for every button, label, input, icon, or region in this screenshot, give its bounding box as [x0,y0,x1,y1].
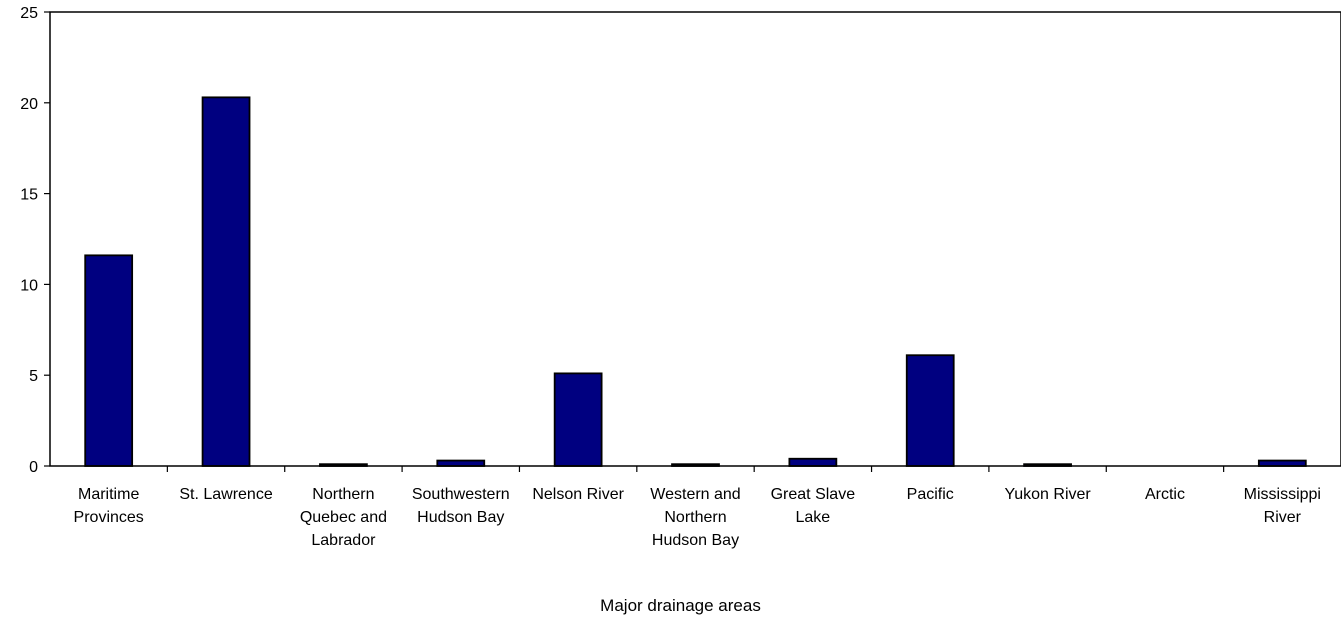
x-tick-label-line: Hudson Bay [417,509,504,526]
y-tick-label: 10 [20,277,38,294]
x-tick-label-line: Northern [664,509,726,526]
x-tick-label: Western and Northern Hudson Bay [650,486,740,549]
x-tick-label-line: Southwestern [412,486,510,503]
x-tick-label-line: St. Lawrence [179,486,272,503]
x-tick-label-line: Northern [312,486,374,503]
bar [905,354,955,467]
x-tick-label-line: Great Slave [771,486,856,503]
x-tick-label-line: Mississippi [1244,486,1321,503]
x-tick-label-line: Western and [650,486,740,503]
bar [201,96,251,467]
x-tick-label-line: Lake [796,509,831,526]
bar [84,254,134,467]
x-tick-label-line: Yukon River [1004,486,1091,503]
x-tick-label: Pacific [907,486,954,503]
x-tick-label-line: Quebec and [300,509,387,526]
x-tick-label: Southwestern Hudson Bay [412,486,510,526]
bar [1257,459,1307,467]
bars [84,96,1307,467]
x-tick-label-line: Arctic [1145,486,1185,503]
x-tick-label: Great Slave Lake [771,486,856,526]
x-tick-label-line: Nelson River [532,486,624,503]
x-tick-label-line: River [1264,509,1302,526]
y-tick-label: 0 [29,459,38,476]
y-tick-label: 15 [20,187,38,204]
x-tick-label: Maritime Provinces [74,486,144,526]
y-axis-ticks: 0 5 10 15 20 25 [20,5,50,476]
x-tick-label: Nelson River [532,486,624,503]
x-axis-tick-labels: Maritime Provinces St. Lawrence Northern Que… [74,486,1321,549]
bar [436,459,486,467]
x-axis-title: Major drainage areas [600,596,761,615]
x-tick-label-line: Maritime [78,486,139,503]
x-tick-label: Arctic [1145,486,1185,503]
x-tick-label: Yukon River [1004,486,1091,503]
y-tick-label: 20 [20,96,38,113]
plot-area-frame [49,11,1341,467]
bar [553,372,603,467]
x-tick-label-line: Hudson Bay [652,532,739,549]
x-tick-label-line: Labrador [311,532,376,549]
x-tick-label-line: Pacific [907,486,954,503]
x-tick-label-line: Provinces [74,509,144,526]
x-axis-ticks [166,466,1225,472]
x-tick-label: Mississippi River [1244,486,1321,526]
y-tick-label: 25 [20,5,38,22]
x-tick-label: St. Lawrence [179,486,272,503]
y-tick-label: 5 [29,368,38,385]
bar [788,457,838,467]
x-tick-label: Northern Quebec and Labrador [300,486,387,549]
